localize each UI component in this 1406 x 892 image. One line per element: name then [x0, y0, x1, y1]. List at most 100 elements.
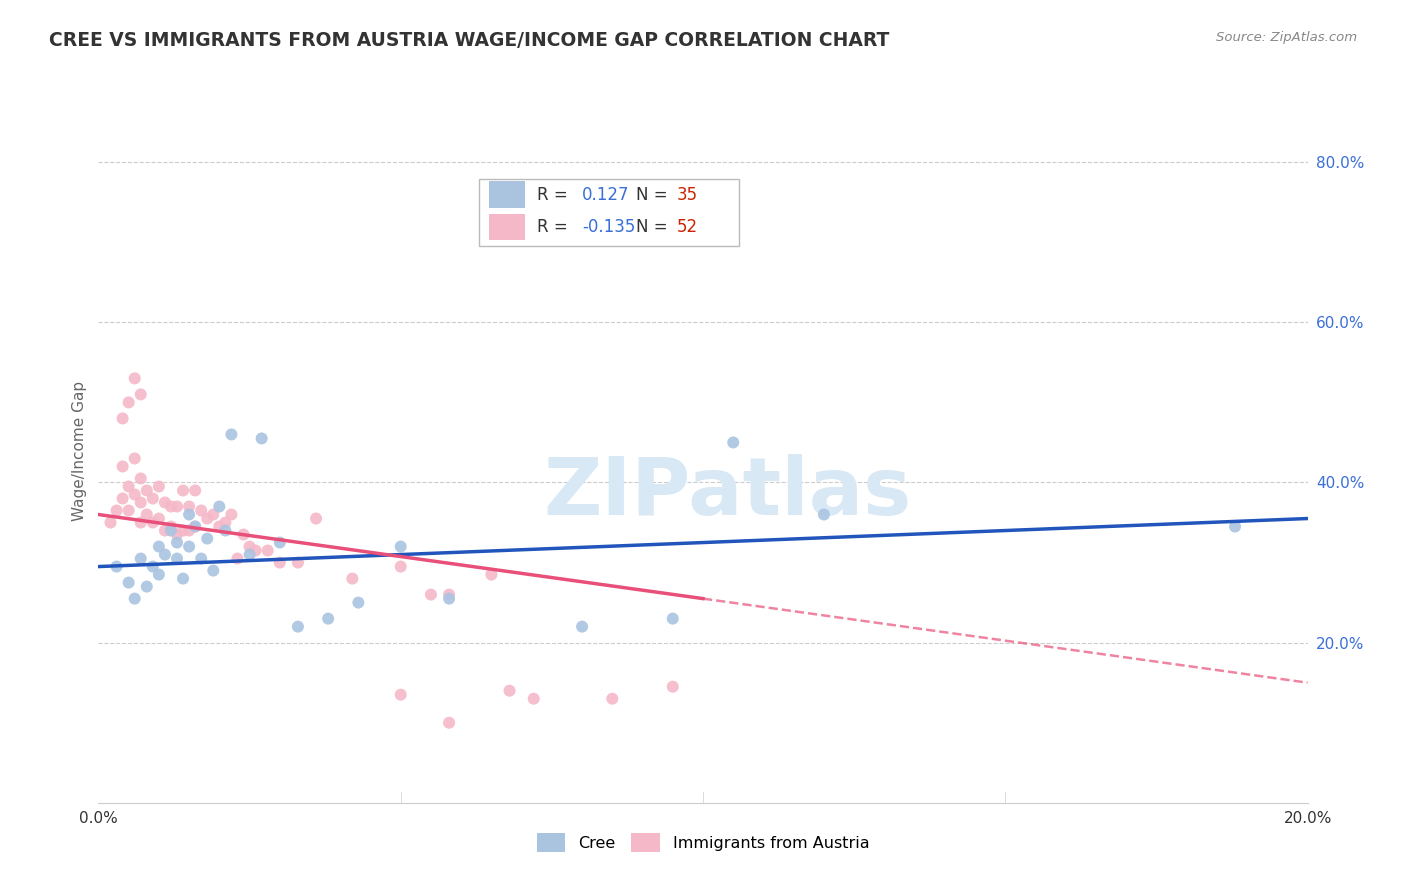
- Point: [316, 612, 339, 626]
- Point: [184, 483, 207, 498]
- Point: [184, 519, 207, 533]
- Point: [208, 519, 231, 533]
- Point: [179, 508, 201, 522]
- Point: [602, 691, 624, 706]
- Point: [1223, 519, 1246, 533]
- Point: [232, 527, 254, 541]
- Point: [214, 516, 236, 530]
- Text: 52: 52: [676, 218, 697, 236]
- Text: 35: 35: [676, 186, 697, 203]
- Point: [342, 572, 364, 586]
- FancyBboxPatch shape: [489, 214, 526, 241]
- Point: [153, 548, 176, 562]
- Point: [287, 619, 309, 633]
- Point: [221, 508, 243, 522]
- Point: [190, 551, 212, 566]
- Point: [142, 491, 165, 506]
- Point: [202, 564, 225, 578]
- Point: [420, 588, 443, 602]
- Point: [208, 500, 231, 514]
- Text: -0.135: -0.135: [582, 218, 636, 236]
- Point: [179, 500, 201, 514]
- Point: [269, 535, 291, 549]
- Text: R =: R =: [537, 218, 574, 236]
- Point: [135, 483, 157, 498]
- Point: [523, 691, 546, 706]
- Point: [160, 519, 183, 533]
- Point: [269, 556, 291, 570]
- Point: [437, 588, 460, 602]
- Point: [347, 596, 370, 610]
- Point: [118, 503, 141, 517]
- Point: [129, 551, 152, 566]
- Point: [148, 511, 170, 525]
- Point: [195, 511, 218, 525]
- Point: [190, 503, 212, 517]
- Text: N =: N =: [637, 186, 673, 203]
- Point: [723, 435, 745, 450]
- Point: [214, 524, 236, 538]
- Point: [166, 535, 188, 549]
- Point: [287, 556, 309, 570]
- Point: [239, 540, 262, 554]
- Point: [250, 432, 273, 446]
- Point: [179, 524, 201, 538]
- Point: [813, 508, 835, 522]
- Point: [166, 551, 188, 566]
- Text: ZIPatlas: ZIPatlas: [543, 454, 911, 532]
- Point: [221, 427, 243, 442]
- Point: [129, 387, 152, 401]
- FancyBboxPatch shape: [489, 181, 526, 208]
- Point: [111, 459, 134, 474]
- Point: [184, 519, 207, 533]
- Point: [437, 591, 460, 606]
- Point: [498, 683, 520, 698]
- Y-axis label: Wage/Income Gap: Wage/Income Gap: [72, 380, 87, 521]
- Point: [118, 395, 141, 409]
- Point: [172, 483, 194, 498]
- Point: [202, 508, 225, 522]
- Point: [148, 479, 170, 493]
- Point: [166, 527, 188, 541]
- Point: [118, 575, 141, 590]
- Point: [129, 495, 152, 509]
- Point: [100, 516, 122, 530]
- Point: [129, 516, 152, 530]
- Text: 0.127: 0.127: [582, 186, 630, 203]
- Point: [142, 516, 165, 530]
- Point: [389, 688, 412, 702]
- Point: [256, 543, 278, 558]
- Point: [118, 479, 141, 493]
- Text: N =: N =: [637, 218, 673, 236]
- Point: [153, 524, 176, 538]
- Point: [245, 543, 267, 558]
- Point: [129, 471, 152, 485]
- Text: CREE VS IMMIGRANTS FROM AUSTRIA WAGE/INCOME GAP CORRELATION CHART: CREE VS IMMIGRANTS FROM AUSTRIA WAGE/INC…: [49, 31, 890, 50]
- FancyBboxPatch shape: [479, 179, 740, 246]
- Point: [160, 524, 183, 538]
- Point: [105, 503, 128, 517]
- Point: [153, 495, 176, 509]
- Point: [124, 487, 146, 501]
- Point: [148, 540, 170, 554]
- Point: [124, 371, 146, 385]
- Point: [124, 451, 146, 466]
- Point: [135, 580, 157, 594]
- Point: [111, 411, 134, 425]
- Point: [105, 559, 128, 574]
- Point: [172, 524, 194, 538]
- Point: [661, 612, 683, 626]
- Text: Source: ZipAtlas.com: Source: ZipAtlas.com: [1216, 31, 1357, 45]
- Legend: Cree, Immigrants from Austria: Cree, Immigrants from Austria: [530, 827, 876, 858]
- Point: [226, 551, 249, 566]
- Point: [239, 548, 262, 562]
- Point: [661, 680, 683, 694]
- Point: [142, 559, 165, 574]
- Point: [481, 567, 503, 582]
- Point: [111, 491, 134, 506]
- Point: [195, 532, 218, 546]
- Point: [389, 559, 412, 574]
- Text: R =: R =: [537, 186, 574, 203]
- Point: [160, 500, 183, 514]
- Point: [571, 619, 593, 633]
